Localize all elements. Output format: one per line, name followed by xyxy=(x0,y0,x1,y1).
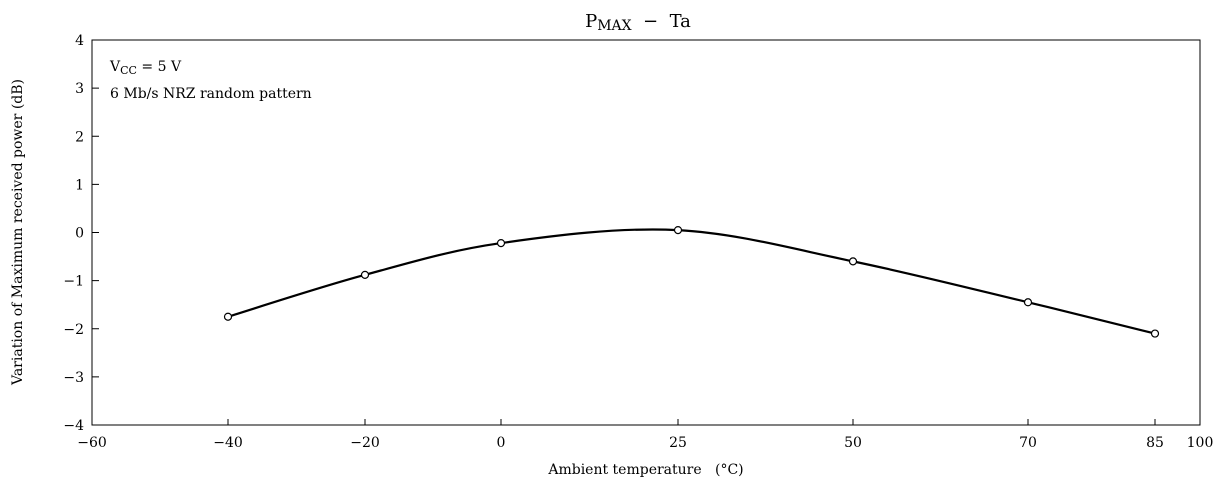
data-point xyxy=(496,238,506,248)
chart-title: PMAX − Ta xyxy=(585,11,691,34)
y-tick-label: −4 xyxy=(63,418,84,434)
y-axis: −4 −3 −2 −1 0 1 2 3 4 xyxy=(63,33,99,434)
data-point xyxy=(223,312,233,321)
data-point xyxy=(1023,298,1033,307)
data-point xyxy=(360,270,370,279)
vcc-rest: = 5 V xyxy=(137,59,182,75)
x-axis: −40 −60 −20 0 25 50 70 85 100 xyxy=(77,419,1213,451)
annotation-pattern: 6 Mb/s NRZ random pattern xyxy=(110,86,312,102)
x-tick-label: 0 xyxy=(497,435,506,451)
x-axis-label: Ambient temperature (°C) xyxy=(547,462,743,478)
title-rest: − Ta xyxy=(632,11,692,32)
y-tick-label: 4 xyxy=(75,33,84,49)
y-tick-label: 3 xyxy=(75,81,84,97)
y-tick-label: 2 xyxy=(75,129,84,145)
title-sub: MAX xyxy=(597,18,631,34)
x-tick-label: 50 xyxy=(844,435,862,451)
x-tick-label: −60 xyxy=(77,435,107,451)
y-axis-label: Variation of Maximum received power (dB) xyxy=(10,79,26,386)
data-point xyxy=(1150,329,1160,338)
y-tick-label: −2 xyxy=(63,322,84,338)
vcc-sub: CC xyxy=(120,64,137,77)
data-point xyxy=(673,225,683,235)
vcc-main: V xyxy=(109,59,121,75)
y-tick-label: 1 xyxy=(75,177,84,193)
y-tick-label: −3 xyxy=(63,370,84,386)
x-tick-label: 25 xyxy=(669,435,687,451)
x-tick-label: 85 xyxy=(1146,435,1164,451)
title-main: P xyxy=(585,11,597,32)
data-point xyxy=(848,257,858,266)
series-line xyxy=(227,228,1156,335)
annotation-vcc: VCC = 5 V xyxy=(109,59,182,77)
x-tick-label: 100 xyxy=(1187,435,1214,451)
y-tick-label: −1 xyxy=(63,274,84,290)
x-tick-label: 70 xyxy=(1019,435,1037,451)
series-layer xyxy=(223,225,1160,338)
y-tick-label: 0 xyxy=(75,226,84,242)
x-tick-label: −40 xyxy=(213,435,243,451)
x-tick-label: −20 xyxy=(350,435,380,451)
